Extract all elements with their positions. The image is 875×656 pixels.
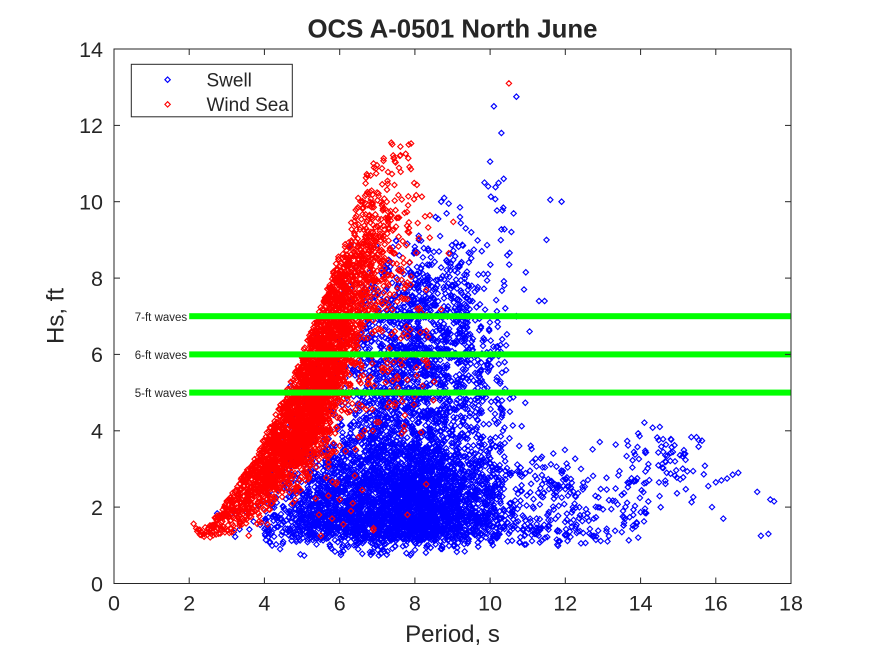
svg-text:0: 0: [108, 592, 120, 616]
svg-text:OCS A-0501 North June: OCS A-0501 North June: [307, 16, 597, 44]
svg-text:6-ft waves: 6-ft waves: [135, 350, 188, 362]
svg-text:Wind Sea: Wind Sea: [207, 95, 290, 116]
svg-text:8: 8: [91, 267, 103, 291]
svg-text:7-ft waves: 7-ft waves: [135, 312, 188, 324]
svg-text:Swell: Swell: [207, 71, 252, 92]
svg-text:5-ft waves: 5-ft waves: [135, 388, 188, 400]
svg-text:4: 4: [91, 420, 103, 444]
svg-text:18: 18: [779, 592, 803, 616]
svg-text:2: 2: [91, 496, 103, 520]
svg-text:Hs, ft: Hs, ft: [43, 288, 70, 344]
svg-text:12: 12: [553, 592, 577, 616]
svg-text:Period, s: Period, s: [405, 621, 500, 648]
svg-text:14: 14: [79, 38, 103, 62]
svg-text:8: 8: [409, 592, 421, 616]
svg-text:14: 14: [629, 592, 653, 616]
svg-text:0: 0: [91, 572, 103, 596]
svg-text:2: 2: [183, 592, 195, 616]
svg-text:6: 6: [334, 592, 346, 616]
svg-text:6: 6: [91, 343, 103, 367]
svg-text:16: 16: [704, 592, 728, 616]
svg-text:10: 10: [79, 191, 103, 215]
svg-text:10: 10: [478, 592, 502, 616]
svg-text:12: 12: [79, 114, 103, 138]
svg-text:4: 4: [258, 592, 270, 616]
